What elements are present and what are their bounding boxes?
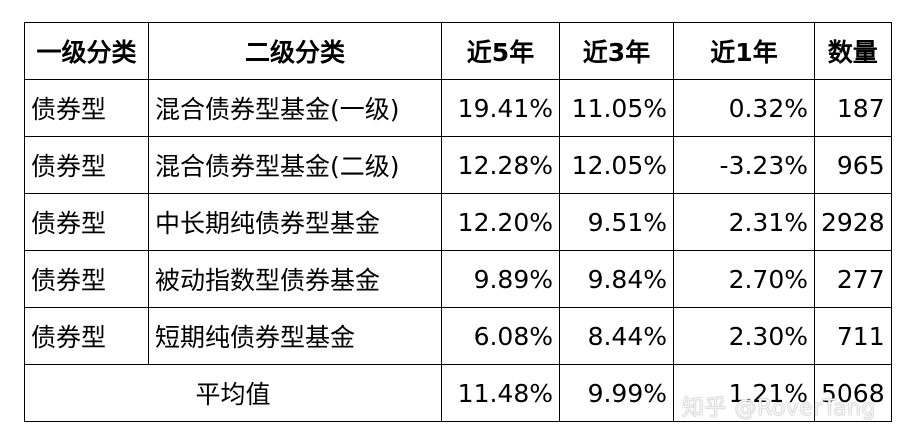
cell-level2-category: 混合债券型基金(一级) xyxy=(148,79,442,137)
cell-3-year: 12.05% xyxy=(559,136,674,194)
cell-1-year: -3.23% xyxy=(673,136,815,194)
cell-1-year: 0.32% xyxy=(673,79,815,137)
cell-5-year: 12.20% xyxy=(441,193,560,251)
cell-3-year: 9.51% xyxy=(559,193,674,251)
average-row: 平均值 11.48% 9.99% 1.21% 5068 xyxy=(24,364,892,422)
cell-1-year: 2.70% xyxy=(673,250,815,308)
average-count: 5068 xyxy=(814,364,892,422)
cell-level2-category: 中长期纯债券型基金 xyxy=(148,193,442,251)
cell-count: 2928 xyxy=(814,193,892,251)
cell-level2-category: 被动指数型债券基金 xyxy=(148,250,442,308)
cell-1-year: 2.31% xyxy=(673,193,815,251)
cell-5-year: 19.41% xyxy=(441,79,560,137)
cell-5-year: 6.08% xyxy=(441,307,560,365)
watermark: 知乎 @RoverTang xyxy=(681,396,876,421)
table-row: 债券型 中长期纯债券型基金 12.20% 9.51% 2.31% 2928 xyxy=(24,193,892,251)
header-level1-category: 一级分类 xyxy=(24,22,149,80)
average-3-year: 9.99% xyxy=(559,364,674,422)
cell-5-year: 12.28% xyxy=(441,136,560,194)
cell-1-year: 2.30% xyxy=(673,307,815,365)
header-count: 数量 xyxy=(814,22,892,80)
header-level2-category: 二级分类 xyxy=(148,22,442,80)
average-5-year: 11.48% xyxy=(441,364,560,422)
table-row: 债券型 混合债券型基金(二级) 12.28% 12.05% -3.23% 965 xyxy=(24,136,892,194)
cell-3-year: 8.44% xyxy=(559,307,674,365)
cell-level1-category: 债券型 xyxy=(24,193,149,251)
table-row: 债券型 被动指数型债券基金 9.89% 9.84% 2.70% 277 xyxy=(24,250,892,308)
header-1-year: 近1年 xyxy=(673,22,815,80)
cell-count: 187 xyxy=(814,79,892,137)
cell-level1-category: 债券型 xyxy=(24,250,149,308)
fund-category-table: 一级分类 二级分类 近5年 近3年 近1年 数量 债券型 混合债券型基金(一级)… xyxy=(24,22,892,422)
cell-count: 277 xyxy=(814,250,892,308)
cell-level2-category: 混合债券型基金(二级) xyxy=(148,136,442,194)
header-row: 一级分类 二级分类 近5年 近3年 近1年 数量 xyxy=(24,22,892,80)
cell-count: 711 xyxy=(814,307,892,365)
cell-level1-category: 债券型 xyxy=(24,136,149,194)
cell-level1-category: 债券型 xyxy=(24,307,149,365)
cell-5-year: 9.89% xyxy=(441,250,560,308)
table-row: 债券型 短期纯债券型基金 6.08% 8.44% 2.30% 711 xyxy=(24,307,892,365)
table-row: 债券型 混合债券型基金(一级) 19.41% 11.05% 0.32% 187 xyxy=(24,79,892,137)
cell-3-year: 9.84% xyxy=(559,250,674,308)
cell-level1-category: 债券型 xyxy=(24,79,149,137)
cell-level2-category: 短期纯债券型基金 xyxy=(148,307,442,365)
header-3-year: 近3年 xyxy=(559,22,674,80)
average-1-year: 1.21% xyxy=(673,364,815,422)
header-5-year: 近5年 xyxy=(441,22,560,80)
average-label: 平均值 xyxy=(24,364,442,422)
cell-count: 965 xyxy=(814,136,892,194)
cell-3-year: 11.05% xyxy=(559,79,674,137)
